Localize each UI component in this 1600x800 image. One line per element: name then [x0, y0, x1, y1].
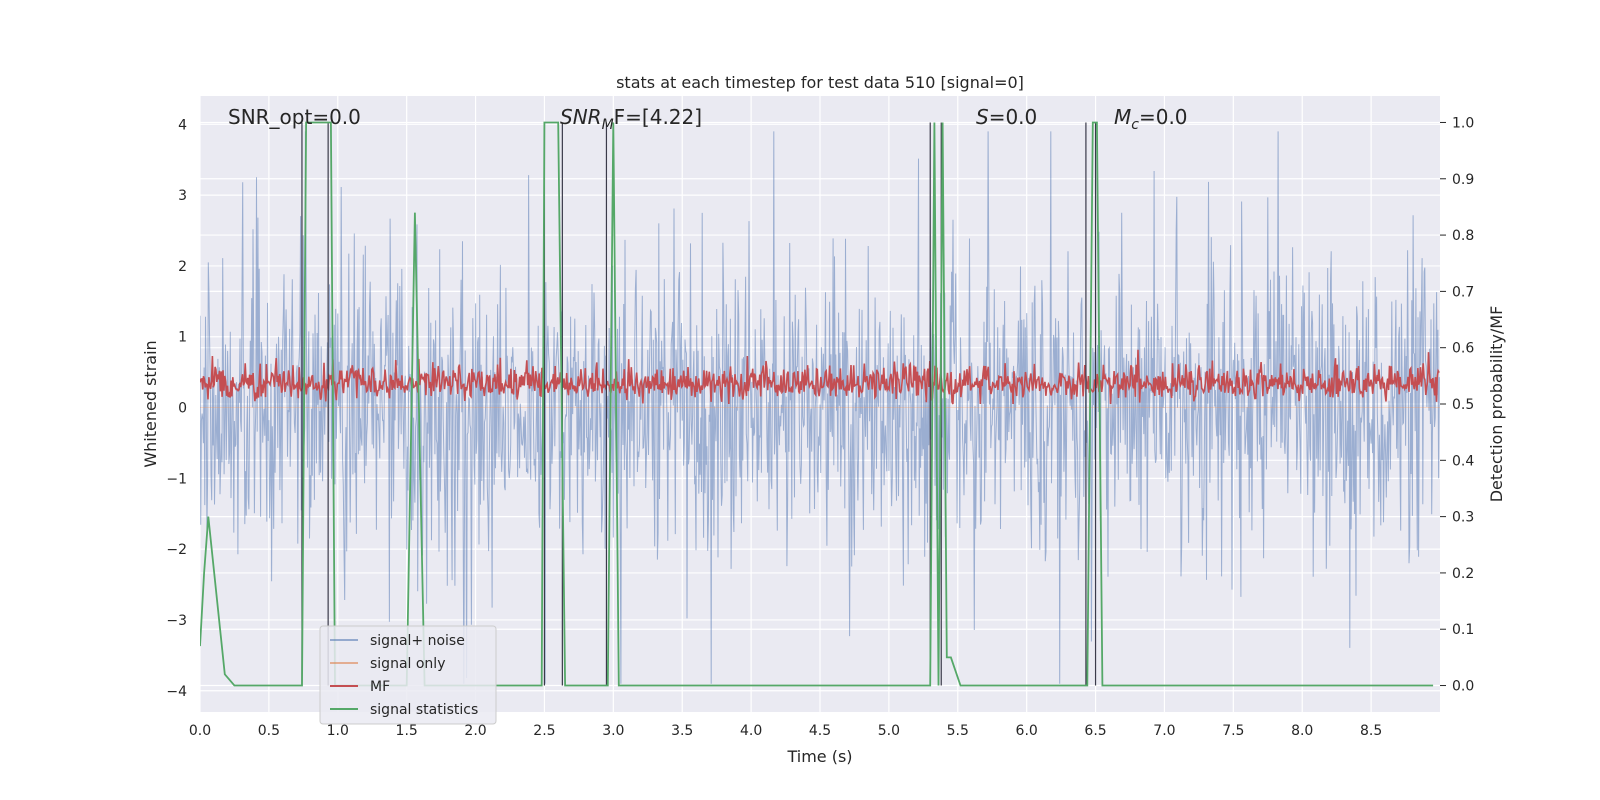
right-y-tick-label: 0.9 [1452, 172, 1474, 188]
x-tick-label: 2.0 [464, 723, 486, 739]
right-y-axis-ticks: 1.0 0.9 0.8 0.7 0.6 0.5 0.4 0.3 0.2 0.1 0.0 [1440, 115, 1474, 695]
x-tick-label: 7.5 [1222, 723, 1244, 739]
x-tick-label: 2.5 [533, 723, 555, 739]
left-y-tick-label: −4 [166, 684, 187, 700]
annotation-snr-mf-rest: F=[4.22] [614, 105, 702, 129]
left-y-tick-label: −2 [166, 542, 187, 558]
x-tick-label: 8.5 [1360, 723, 1382, 739]
left-y-axis-label: Whitened strain [141, 340, 160, 467]
x-tick-label: 3.0 [602, 723, 624, 739]
x-tick-label: 8.0 [1291, 723, 1313, 739]
annotation-mc-sub: c [1131, 117, 1139, 133]
x-tick-label: 6.5 [1084, 723, 1106, 739]
x-tick-label: 1.5 [396, 723, 418, 739]
right-y-tick-label: 0.2 [1452, 566, 1474, 582]
x-tick-label: 5.5 [947, 723, 969, 739]
left-y-tick-label: −3 [166, 613, 187, 629]
right-y-tick-label: 0.5 [1452, 397, 1474, 413]
annotation-s-rest: =0.0 [989, 105, 1038, 129]
right-y-tick-label: 0.6 [1452, 341, 1474, 357]
annotation-s-main: S [976, 105, 989, 129]
annotation-snr-mf-sub: M [602, 117, 614, 133]
x-tick-label: 3.5 [671, 723, 693, 739]
annotation-mc-rest: =0.0 [1139, 105, 1188, 129]
annotation-s: S=0.0 [976, 105, 1037, 129]
x-axis-label: Time (s) [786, 747, 852, 766]
x-tick-label: 0.0 [189, 723, 211, 739]
annotation-mc: Mc=0.0 [1114, 105, 1188, 133]
legend-label-signal-statistics: signal statistics [370, 702, 478, 718]
left-y-tick-label: 3 [178, 188, 187, 204]
legend-label-signal-noise: signal+ noise [370, 633, 465, 649]
legend-label-signal-only: signal only [370, 656, 445, 672]
left-y-tick-label: 2 [178, 259, 187, 275]
left-y-tick-label: 0 [178, 401, 187, 417]
annotation-snr-mf-main: SNR [560, 105, 602, 129]
left-y-axis-ticks: 4 3 2 1 0 −1 −2 −3 −4 [166, 117, 187, 699]
x-tick-label: 5.0 [878, 723, 900, 739]
right-y-tick-label: 0.4 [1452, 453, 1474, 469]
right-y-tick-label: 0.1 [1452, 622, 1474, 638]
legend-label-mf: MF [370, 679, 390, 695]
x-tick-label: 4.5 [809, 723, 831, 739]
left-y-tick-label: −1 [166, 471, 187, 487]
mf-line [200, 349, 1440, 405]
right-y-tick-label: 0.8 [1452, 228, 1474, 244]
legend-box [319, 625, 497, 725]
right-y-tick-label: 0.3 [1452, 510, 1474, 526]
x-tick-label: 0.5 [258, 723, 280, 739]
left-y-tick-label: 1 [178, 330, 187, 346]
annotation-snr-mf: SNRMF=[4.22] [560, 105, 702, 133]
series-signal-noise [200, 131, 1440, 684]
annotation-snr-opt: SNR_opt=0.0 [228, 105, 361, 129]
right-y-tick-label: 0.7 [1452, 284, 1474, 300]
left-y-tick-label: 4 [178, 117, 187, 133]
signal-statistics-line [200, 121, 1434, 687]
legend: signal+ noise signal only MF signal stat… [319, 625, 497, 725]
x-tick-label: 6.0 [1016, 723, 1038, 739]
x-axis-ticks: 0.0 0.5 1.0 1.5 2.0 2.5 3.0 3.5 4.0 4.5 5.0 5.5 6.0 6… [189, 723, 1382, 739]
x-tick-label: 1.0 [327, 723, 349, 739]
right-y-tick-label: 1.0 [1452, 115, 1474, 131]
x-tick-label: 7.0 [1153, 723, 1175, 739]
right-y-axis-label: Detection probability/MF [1487, 306, 1506, 503]
annotation-mc-main: M [1114, 105, 1131, 129]
chart-title: stats at each timestep for test data 510… [616, 73, 1024, 92]
x-tick-label: 4.0 [740, 723, 762, 739]
right-y-tick-label: 0.0 [1452, 679, 1474, 695]
series-mf [200, 349, 1440, 405]
series-signal-statistics [200, 121, 1434, 687]
signal-noise-line [200, 131, 1440, 684]
